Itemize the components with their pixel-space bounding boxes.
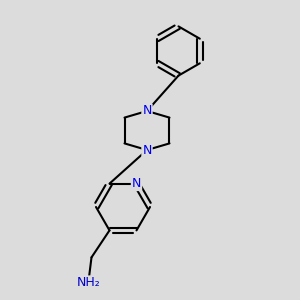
Text: N: N <box>142 104 152 118</box>
Text: N: N <box>132 177 141 190</box>
Text: NH₂: NH₂ <box>76 276 100 290</box>
Text: N: N <box>142 143 152 157</box>
